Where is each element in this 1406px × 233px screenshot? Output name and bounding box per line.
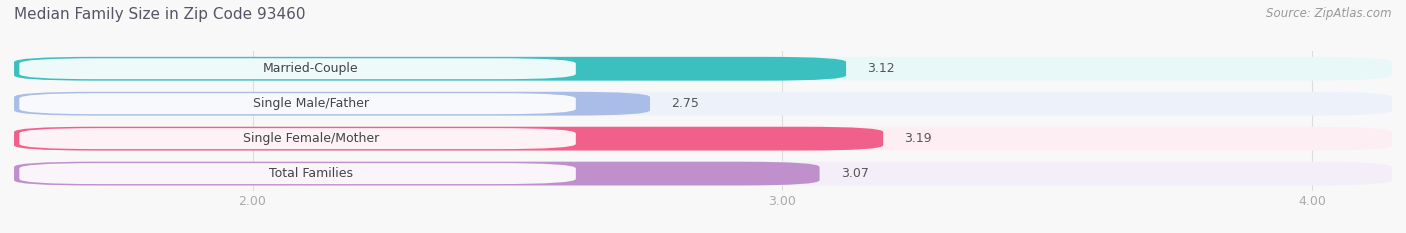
Text: 3.07: 3.07 (841, 167, 869, 180)
FancyBboxPatch shape (14, 127, 1392, 151)
Text: Single Female/Mother: Single Female/Mother (243, 132, 380, 145)
FancyBboxPatch shape (14, 57, 846, 81)
FancyBboxPatch shape (14, 57, 1392, 81)
Text: Source: ZipAtlas.com: Source: ZipAtlas.com (1267, 7, 1392, 20)
FancyBboxPatch shape (14, 127, 883, 151)
FancyBboxPatch shape (20, 58, 576, 79)
Text: 3.19: 3.19 (904, 132, 932, 145)
FancyBboxPatch shape (14, 92, 1392, 116)
FancyBboxPatch shape (14, 92, 650, 116)
FancyBboxPatch shape (20, 128, 576, 149)
Text: 2.75: 2.75 (671, 97, 699, 110)
FancyBboxPatch shape (20, 163, 576, 184)
FancyBboxPatch shape (20, 93, 576, 114)
Text: Total Families: Total Families (269, 167, 353, 180)
FancyBboxPatch shape (14, 162, 1392, 185)
FancyBboxPatch shape (14, 162, 820, 185)
Text: 3.12: 3.12 (868, 62, 894, 75)
Text: Median Family Size in Zip Code 93460: Median Family Size in Zip Code 93460 (14, 7, 305, 22)
Text: Single Male/Father: Single Male/Father (253, 97, 368, 110)
Text: Married-Couple: Married-Couple (263, 62, 359, 75)
